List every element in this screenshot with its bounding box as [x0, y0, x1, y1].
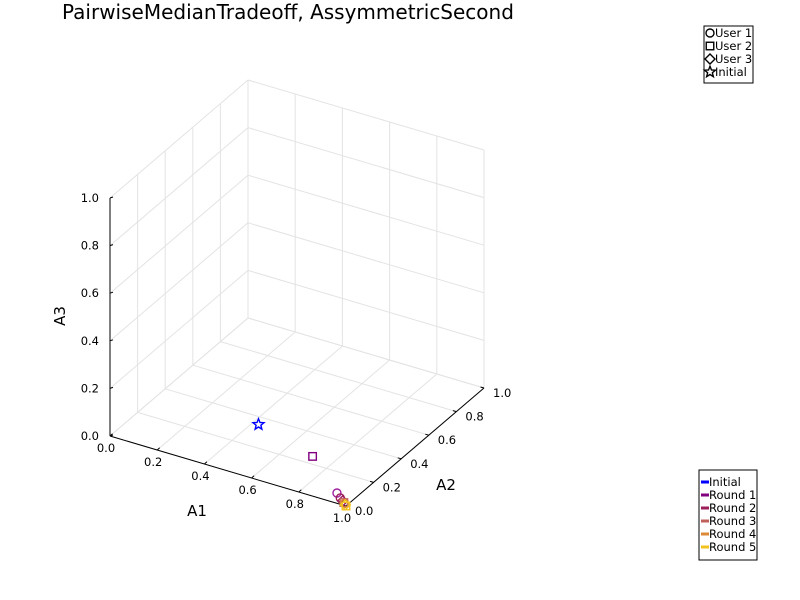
grid-line-back-z: [247, 127, 485, 199]
legend-label: User 3: [715, 52, 752, 66]
x-tick-label: 0.4: [191, 469, 209, 483]
grid-line-floor-y: [192, 364, 429, 436]
y-tick-mark: [480, 386, 485, 389]
z-tick-mark: [109, 244, 114, 247]
grid-line-floor-x: [156, 331, 296, 451]
x-axis-line: [109, 435, 347, 507]
legend-label: Round 1: [709, 488, 756, 502]
z-tick-label: 0.6: [81, 286, 99, 300]
legend-marker-circle: [705, 28, 715, 38]
x-axis-label: A1: [187, 502, 207, 520]
y-axis-line: [345, 387, 485, 507]
grid-line-floor-x: [204, 345, 343, 465]
legend-marker-star: [702, 64, 718, 79]
y-tick-label: 0.4: [410, 457, 428, 471]
z-tick-mark: [109, 291, 114, 294]
grid-line-back-z: [247, 269, 485, 341]
y-tick-label: 0.6: [438, 433, 456, 447]
z-tick-mark: [109, 434, 114, 437]
data-point-square: [308, 451, 318, 461]
z-tick-label: 1.0: [81, 191, 99, 205]
color-legend-box: [698, 469, 758, 561]
z-tick-mark: [109, 196, 114, 199]
legend-label: Initial: [715, 65, 747, 79]
legend-label: Round 2: [709, 501, 756, 515]
x-tick-mark: [156, 447, 161, 451]
z-tick-label: 0.2: [81, 381, 99, 395]
z-tick-label: 0.0: [81, 429, 99, 443]
legend-label: Round 5: [709, 540, 756, 554]
grid-layer: [109, 79, 485, 507]
y-tick-label: 0.8: [465, 410, 483, 424]
z-tick-label: 0.4: [81, 334, 99, 348]
grid-line-floor-y: [165, 388, 402, 460]
z-tick-mark: [109, 339, 114, 342]
legend-label: Initial: [709, 475, 741, 489]
legend-label: User 2: [715, 39, 752, 53]
legend-label: User 1: [715, 26, 752, 40]
grid-line-side-z: [109, 270, 249, 389]
x-tick-label: 0.2: [144, 455, 162, 469]
legend-marker-square: [705, 41, 715, 51]
grid-line-floor-x: [251, 359, 390, 479]
grid-line-side-z: [109, 222, 249, 342]
legend-marker-diamond: [704, 53, 716, 65]
point-layer: [251, 416, 352, 511]
z-axis-label: A3: [51, 306, 69, 326]
grid-line-side-z: [109, 174, 249, 294]
grid-line-side-z: [109, 317, 249, 437]
grid-line-floor-y: [220, 341, 457, 413]
y-tick-mark: [452, 410, 457, 413]
x-tick-mark: [204, 461, 208, 465]
grid-line-side-z: [109, 127, 249, 246]
grid-line-back-z: [247, 79, 485, 151]
chart-title: PairwiseMedianTradeoff, AssymmetricSecon…: [62, 0, 514, 24]
z-tick-mark: [109, 386, 114, 389]
z-tick-label: 0.8: [81, 239, 99, 253]
y-tick-mark: [369, 480, 374, 483]
data-point-star: [251, 416, 266, 431]
y-tick-mark: [397, 457, 402, 460]
grid-line-side-z: [109, 79, 249, 199]
y-axis-label: A2: [436, 476, 456, 494]
legend-label: Round 3: [709, 514, 756, 528]
x-tick-label: 1.0: [333, 511, 351, 525]
axis-layer: [109, 198, 485, 507]
x-tick-mark: [298, 489, 302, 493]
data-point-square: [341, 501, 351, 511]
x-tick-label: 0.0: [97, 441, 115, 455]
tick-layer: 0.0 0.2 0.4 0.6 0.8 1.0 0.0 0.2 0.4 0.6 0.8 1.0 0.0 0…: [81, 191, 512, 525]
y-tick-label: 0.0: [355, 504, 373, 518]
grid-line-floor-y: [137, 411, 374, 483]
grid-line-floor-x: [298, 373, 438, 493]
grid-line-back-z: [247, 222, 485, 294]
x-tick-label: 0.8: [286, 497, 304, 511]
x-tick-mark: [251, 475, 255, 479]
grid-line-back-z: [247, 317, 485, 389]
x-tick-label: 0.6: [238, 483, 256, 497]
legend-label: Round 4: [709, 527, 756, 541]
y-tick-label: 0.2: [383, 480, 401, 494]
y-tick-mark: [425, 433, 429, 436]
grid-line-back-z: [247, 174, 485, 246]
y-tick-label: 1.0: [493, 386, 511, 400]
